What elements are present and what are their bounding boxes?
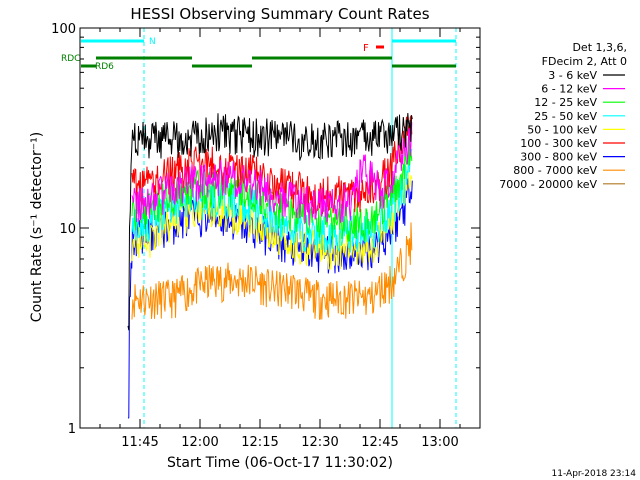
legend-label: 25 - 50 keV	[534, 110, 597, 123]
legend-label: 3 - 6 keV	[548, 69, 597, 82]
footer-timestamp: 11-Apr-2018 23:14	[552, 469, 637, 479]
x-tick-label: 12:45	[361, 435, 398, 450]
x-axis-title: Start Time (06-Oct-17 11:30:02)	[167, 455, 393, 471]
series-line-0	[127, 113, 413, 331]
axes: 1 10 100 11:45 12:00 12:15 12:30 12:45 13:00	[51, 22, 481, 450]
series-line-7	[131, 222, 413, 320]
legend-label: 50 - 100 keV	[527, 123, 597, 136]
flag-label-rdc: RDC	[61, 54, 80, 64]
y-tick-label: 100	[51, 22, 76, 37]
legend-label: 7000 - 20000 keV	[499, 178, 597, 191]
flag-label-rd6: RD6	[95, 62, 114, 72]
legend-label: 300 - 800 keV	[520, 151, 597, 164]
legend-label: 800 - 7000 keV	[513, 164, 597, 177]
y-tick-label: 1	[68, 422, 76, 437]
legend-label: 12 - 25 keV	[534, 96, 597, 109]
legend-label: 100 - 300 keV	[520, 137, 597, 150]
y-axis-title: Count Rate (s⁻¹ detector⁻¹)	[29, 132, 45, 322]
series-line-4	[131, 164, 413, 270]
legend-header: Det 1,3,6,	[572, 41, 627, 54]
x-tick-label: 11:45	[121, 435, 158, 450]
flag-label-f: F	[363, 43, 369, 54]
x-tick-label: 12:00	[181, 435, 218, 450]
x-tick-label: 12:30	[301, 435, 338, 450]
x-tick-label: 13:00	[421, 435, 458, 450]
series-line-1	[131, 122, 413, 226]
x-tick-label: 12:15	[241, 435, 278, 450]
plot-area: RDC RD6 N F	[61, 28, 457, 428]
legend-label: 6 - 12 keV	[541, 83, 597, 96]
legend-header: FDecim 2, Att 0	[542, 55, 627, 68]
y-tick-label: 10	[59, 222, 76, 237]
flag-label-n: N	[149, 37, 156, 47]
chart-title: HESSI Observing Summary Count Rates	[130, 5, 429, 23]
